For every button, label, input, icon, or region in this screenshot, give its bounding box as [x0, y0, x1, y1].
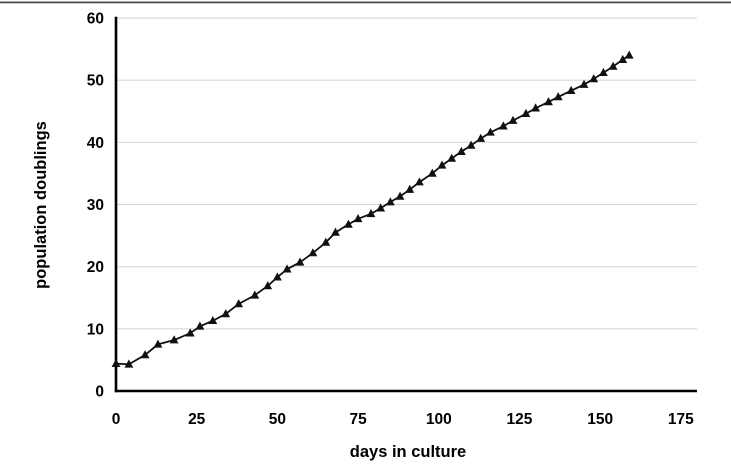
data-marker — [608, 61, 618, 70]
data-marker — [553, 92, 563, 101]
data-marker — [169, 335, 179, 344]
data-marker — [427, 168, 437, 177]
data-marker — [624, 50, 634, 59]
data-marker — [366, 209, 376, 218]
data-marker — [272, 272, 282, 281]
data-marker — [111, 358, 121, 367]
data-marker — [531, 103, 541, 112]
data-marker — [385, 197, 395, 206]
data-line — [115, 54, 630, 366]
x-tick-label: 25 — [188, 411, 206, 428]
data-marker — [208, 315, 218, 325]
data-marker — [185, 328, 195, 337]
data-marker — [508, 115, 518, 124]
x-tick-label: 125 — [507, 411, 533, 428]
data-marker — [589, 74, 599, 83]
data-marker — [234, 299, 244, 308]
data-marker — [486, 127, 495, 136]
y-tick-label: 60 — [87, 11, 104, 28]
y-tick-label: 0 — [95, 384, 104, 401]
data-marker — [124, 359, 134, 368]
data-marker — [353, 213, 363, 223]
data-marker — [618, 54, 628, 63]
data-marker — [221, 309, 231, 318]
data-marker — [282, 264, 292, 273]
x-tick-label: 100 — [426, 411, 452, 428]
data-marker — [140, 350, 150, 359]
data-marker — [466, 140, 476, 149]
data-marker — [250, 290, 260, 299]
data-marker — [415, 177, 424, 186]
y-axis-title: population doublings — [32, 121, 50, 289]
top-border-line — [0, 1, 731, 4]
y-tick-label: 20 — [87, 259, 104, 276]
data-marker — [498, 121, 508, 130]
y-tick-label: 10 — [87, 321, 104, 338]
data-marker — [195, 321, 205, 330]
x-tick-label: 50 — [269, 411, 286, 428]
data-marker — [153, 339, 163, 348]
plot-area: 0 10 20 30 40 50 60 0 25 50 75 100 125 150 175 — [87, 11, 697, 428]
data-marker — [295, 257, 305, 266]
x-tick-label: 175 — [668, 411, 694, 428]
data-marker — [331, 227, 340, 236]
x-tick-label: 0 — [112, 411, 121, 428]
data-marker — [456, 146, 466, 155]
data-marker — [544, 97, 553, 106]
x-tick-label: 75 — [349, 411, 367, 428]
data-marker — [437, 160, 447, 169]
data-marker — [263, 281, 273, 290]
data-marker — [447, 153, 457, 162]
data-marker — [579, 79, 589, 88]
data-marker — [476, 133, 486, 142]
x-axis-title: days in culture — [350, 443, 466, 461]
y-tick-label: 40 — [87, 135, 104, 152]
x-tick-label: 150 — [587, 411, 613, 428]
data-marker — [521, 108, 531, 118]
data-marker — [321, 237, 331, 246]
data-marker — [405, 184, 415, 193]
data-marker — [344, 219, 353, 228]
data-marker — [598, 67, 608, 77]
data-marker — [308, 248, 318, 257]
y-tick-label: 50 — [87, 73, 104, 90]
data-marker — [395, 191, 405, 200]
data-marker — [376, 203, 386, 212]
y-tick-label: 30 — [87, 197, 104, 214]
data-marker — [566, 85, 576, 95]
